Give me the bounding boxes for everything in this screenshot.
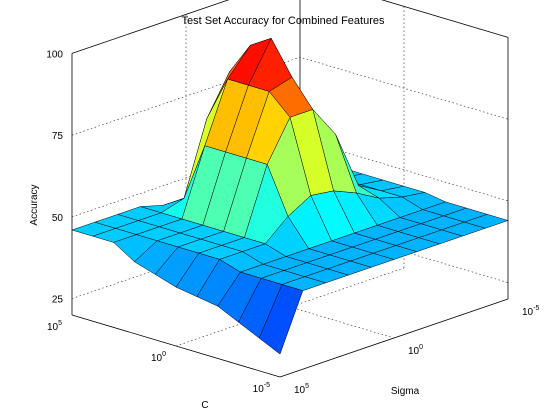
sigma-tick-label-1: 100 <box>408 344 423 357</box>
sigma-tick-label-0: 105 <box>294 383 309 396</box>
c-tick-label-2: 10-5 <box>253 382 270 395</box>
surface-plot <box>71 38 509 355</box>
x-axis-label: C <box>201 400 208 411</box>
z-tick-label-1: 75 <box>52 131 64 142</box>
sigma-tick-label-2: 10-5 <box>522 305 539 318</box>
z-tick-label-3: 25 <box>52 295 64 306</box>
z-tick-label-2: 50 <box>52 213 64 224</box>
c-tick-label-0: 105 <box>47 320 62 333</box>
tick-labels: 100 75 50 25 105 100 10-5 105 100 10-5 <box>46 49 539 396</box>
chart-title: Test Set Accuracy for Combined Features <box>182 15 385 27</box>
z-tick-label-0: 100 <box>46 49 63 60</box>
y-axis-label: Sigma <box>391 386 420 397</box>
z-axis-label: Accuracy <box>29 184 40 225</box>
z-gridline-1 <box>71 56 509 136</box>
surface-patch-9-0 <box>258 284 304 355</box>
c-tick-label-1: 100 <box>151 351 166 364</box>
z-gridline-0 <box>71 0 509 54</box>
